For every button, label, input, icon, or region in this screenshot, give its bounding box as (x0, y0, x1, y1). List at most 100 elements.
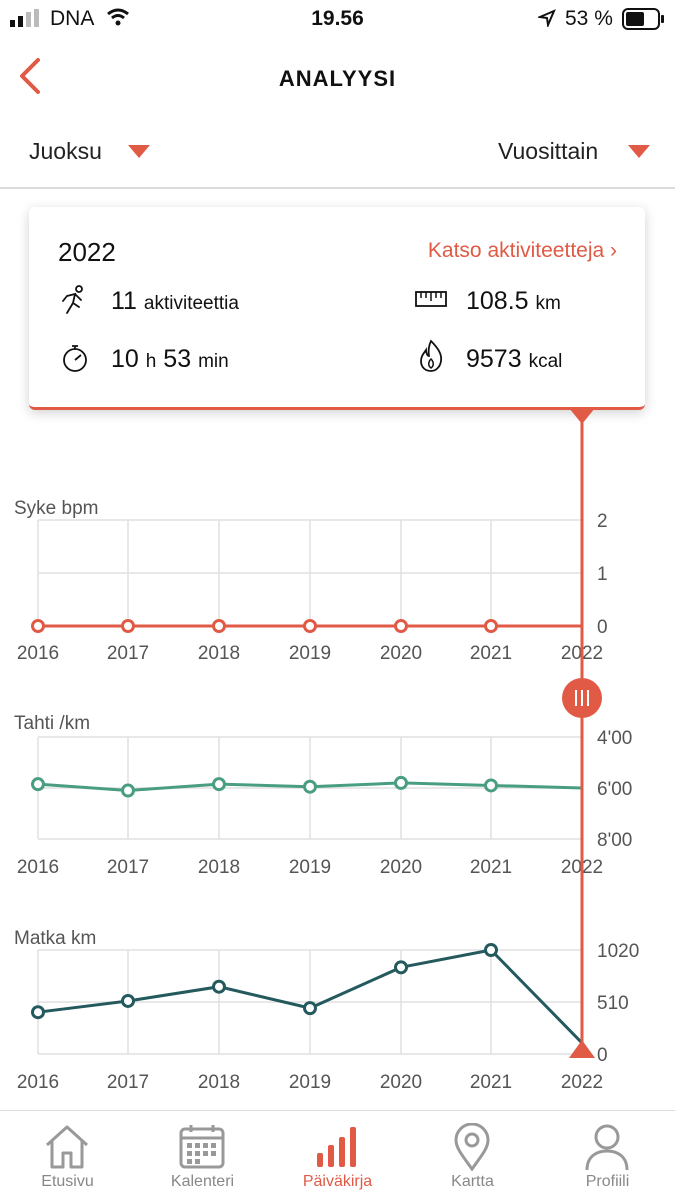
tab-paivakirja[interactable]: Päiväkirja (270, 1111, 405, 1201)
ruler-icon (415, 291, 447, 307)
data-point (212, 619, 226, 633)
y-tick-label: 0 (597, 617, 608, 638)
period-dropdown[interactable]: Vuosittain (498, 138, 650, 165)
status-bar: DNA 19.56 53 % (0, 0, 675, 40)
x-tick-label: 2022 (561, 1072, 603, 1093)
data-point (394, 619, 408, 633)
distance-stat: 108.5 km (466, 287, 561, 316)
data-point (303, 779, 317, 794)
x-tick-label: 2018 (198, 1072, 240, 1093)
tab-label: Profiili (585, 1173, 630, 1190)
flame-icon (420, 339, 443, 372)
duration-minutes: 53 (163, 345, 192, 373)
data-point (31, 777, 45, 792)
distance-value: 108.5 (466, 287, 529, 315)
activities-unit: aktiviteettia (143, 293, 239, 314)
activities-stat: 11 aktiviteettia (111, 287, 239, 316)
calories-value: 9573 (466, 345, 522, 373)
y-tick-label: 1 (597, 564, 608, 585)
view-activities-link[interactable]: Katso aktiviteetteja › (427, 239, 617, 262)
data-point (484, 619, 498, 633)
x-tick-label: 2017 (107, 857, 149, 878)
stopwatch-icon (63, 345, 87, 372)
tab-label: Päiväkirja (302, 1173, 373, 1190)
x-tick-label: 2019 (289, 857, 331, 878)
data-point (121, 619, 135, 633)
cursor-bottom-triangle (569, 1040, 595, 1058)
data-point (212, 777, 226, 792)
data-point (394, 960, 408, 975)
y-tick-label: 4'00 (597, 728, 632, 749)
calories-stat: 9573 kcal (466, 345, 562, 374)
y-tick-label: 6'00 (597, 779, 632, 800)
y-tick-label: 510 (597, 993, 629, 1014)
x-tick-label: 2017 (107, 1072, 149, 1093)
x-tick-label: 2019 (289, 643, 331, 664)
x-tick-label: 2020 (380, 643, 422, 664)
map-pin-icon (454, 1123, 490, 1171)
x-tick-label: 2016 (17, 643, 59, 664)
activity-dropdown-label: Juoksu (29, 138, 102, 164)
distance-unit: km (535, 293, 561, 314)
bar-chart-icon (317, 1127, 356, 1167)
data-point (121, 783, 135, 798)
filter-divider (0, 187, 675, 189)
tab-kalenteri[interactable]: Kalenteri (135, 1111, 270, 1201)
tab-label: Kalenteri (170, 1173, 235, 1190)
data-point (31, 1005, 45, 1020)
x-tick-label: 2020 (380, 857, 422, 878)
activities-value: 11 (111, 287, 137, 315)
duration-hours: 10 (111, 345, 139, 373)
tab-bar: Etusivu Kalenteri Päiväkirja Kartta Prof… (0, 1110, 675, 1201)
x-tick-label: 2019 (289, 1072, 331, 1093)
back-chevron-icon[interactable] (14, 56, 50, 96)
x-tick-label: 2021 (470, 857, 512, 878)
chart-title: Matka km (14, 928, 96, 949)
data-point (484, 943, 498, 957)
dropdown-triangle-icon (128, 145, 150, 158)
tab-profiili[interactable]: Profiili (540, 1111, 675, 1201)
data-point (484, 778, 498, 793)
duration-stat: 10 h 53 min (111, 345, 229, 374)
duration-hours-unit: h (145, 351, 157, 372)
x-tick-label: 2021 (470, 643, 512, 664)
y-tick-label: 0 (597, 1045, 608, 1066)
duration-minutes-unit: min (198, 351, 229, 372)
tab-label: Kartta (451, 1173, 494, 1190)
chart-title: Tahti /km (14, 713, 90, 734)
data-point (212, 979, 226, 994)
x-tick-label: 2016 (17, 857, 59, 878)
y-tick-label: 1020 (597, 941, 639, 962)
tab-etusivu[interactable]: Etusivu (0, 1111, 135, 1201)
battery-percentage: 53 % (565, 7, 613, 30)
period-dropdown-label: Vuosittain (498, 138, 599, 164)
x-tick-label: 2020 (380, 1072, 422, 1093)
tab-kartta[interactable]: Kartta (405, 1111, 540, 1201)
page-title: ANALYYSI (278, 66, 397, 91)
charts-area: Syke bpm 2 1 0 2016 2017 2018 2019 2020 2021 2022 T… (14, 408, 639, 1093)
location-arrow-icon (538, 9, 556, 27)
x-tick-label: 2018 (198, 857, 240, 878)
dropdown-triangle-icon (628, 145, 650, 158)
x-tick-label: 2017 (107, 643, 149, 664)
data-point (303, 1001, 317, 1016)
data-point (121, 993, 135, 1008)
battery-icon (622, 8, 664, 30)
x-tick-label: 2021 (470, 1072, 512, 1093)
summary-year: 2022 (58, 237, 116, 267)
activity-dropdown[interactable]: Juoksu (29, 138, 150, 165)
cursor-top-triangle (569, 408, 595, 424)
summary-card: 2022 Katso aktiviteetteja › 11 aktivitee… (29, 207, 645, 410)
tab-label: Etusivu (41, 1173, 94, 1190)
data-point (394, 775, 408, 790)
x-tick-label: 2016 (17, 1072, 59, 1093)
calories-unit: kcal (528, 351, 563, 372)
data-point (31, 619, 45, 633)
calendar-icon (179, 1125, 225, 1169)
profile-icon (585, 1124, 629, 1171)
y-tick-label: 2 (597, 511, 608, 532)
running-icon (62, 285, 83, 314)
signal-icon (10, 9, 39, 27)
wifi-icon (107, 8, 129, 26)
carrier-name: DNA (50, 7, 95, 30)
